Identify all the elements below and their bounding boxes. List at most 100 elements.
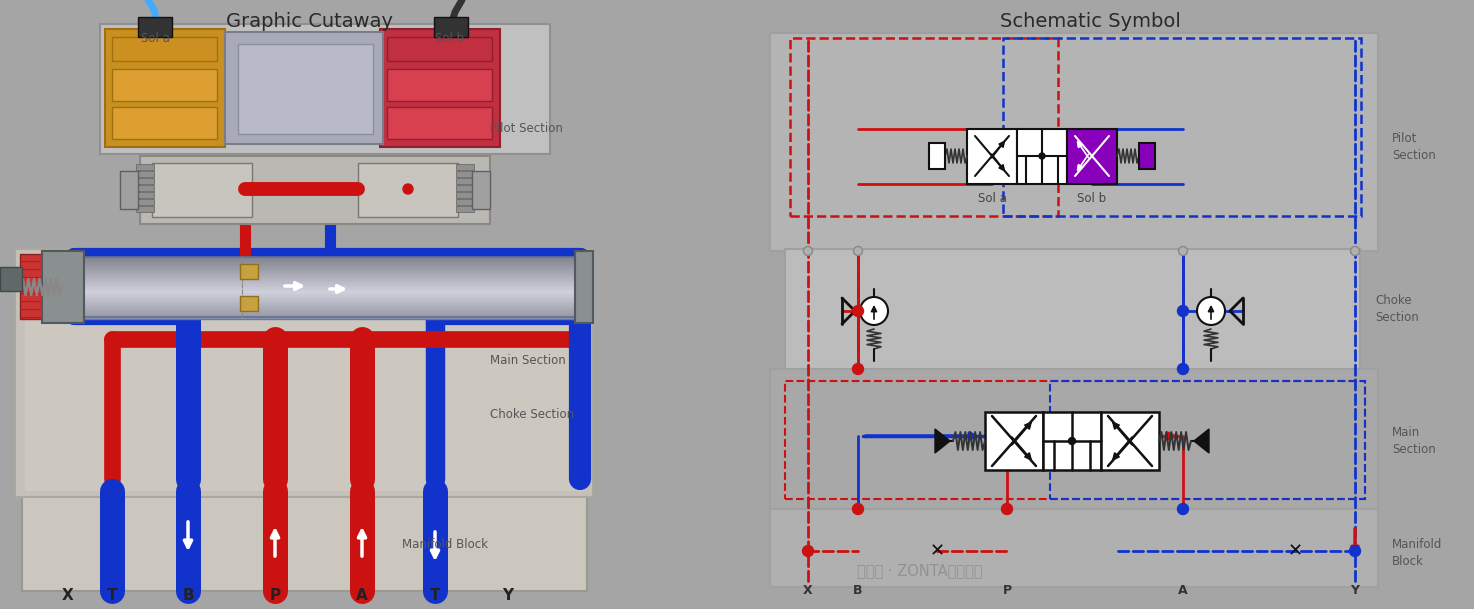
Bar: [112, 69, 217, 101]
Bar: [83, 273, 576, 275]
Circle shape: [859, 297, 887, 325]
Bar: [136, 171, 153, 177]
Bar: [769, 33, 1378, 251]
Bar: [112, 37, 217, 61]
Bar: [83, 257, 576, 259]
Bar: [83, 279, 576, 281]
Text: Manifold Block: Manifold Block: [402, 538, 488, 551]
Bar: [136, 192, 153, 198]
Circle shape: [1001, 504, 1013, 515]
Text: Pilot Section: Pilot Section: [489, 122, 563, 135]
Text: ✕: ✕: [1287, 542, 1303, 560]
Text: Sol b: Sol b: [435, 32, 464, 45]
Bar: [136, 185, 153, 191]
Bar: [83, 287, 576, 289]
Bar: [769, 509, 1378, 587]
Bar: [83, 257, 576, 317]
Bar: [1049, 381, 1365, 499]
Bar: [136, 206, 153, 212]
Bar: [136, 199, 153, 205]
Bar: [15, 249, 593, 497]
Bar: [455, 164, 475, 170]
Bar: [83, 295, 576, 297]
Bar: [112, 107, 217, 139]
Circle shape: [1178, 504, 1188, 515]
Bar: [83, 293, 576, 295]
Circle shape: [853, 247, 862, 256]
Bar: [136, 178, 153, 184]
Bar: [83, 275, 576, 277]
Bar: [83, 265, 576, 267]
Bar: [100, 24, 550, 154]
Bar: [358, 163, 458, 217]
Bar: [380, 29, 500, 147]
Bar: [83, 285, 576, 287]
Bar: [455, 171, 475, 177]
Bar: [41, 251, 84, 323]
Circle shape: [1179, 247, 1188, 256]
Bar: [83, 315, 576, 317]
Text: A: A: [1178, 584, 1188, 597]
Circle shape: [1350, 546, 1361, 557]
Bar: [119, 171, 139, 209]
Text: Manifold
Block: Manifold Block: [1391, 538, 1443, 568]
Bar: [83, 297, 576, 299]
Bar: [83, 271, 576, 273]
Bar: [0, 267, 22, 291]
Circle shape: [803, 247, 812, 256]
Circle shape: [1039, 153, 1045, 159]
Bar: [22, 491, 587, 591]
Bar: [83, 283, 576, 285]
Bar: [21, 254, 49, 319]
Text: Main
Section: Main Section: [1391, 426, 1436, 456]
Bar: [83, 281, 576, 283]
Text: Graphic Cutaway: Graphic Cutaway: [227, 12, 394, 31]
Bar: [83, 267, 576, 269]
Bar: [985, 412, 1044, 470]
Circle shape: [1179, 365, 1188, 373]
Text: X: X: [803, 584, 812, 597]
Text: P: P: [270, 588, 280, 603]
Bar: [83, 309, 576, 311]
Bar: [83, 299, 576, 301]
Text: Choke Section: Choke Section: [489, 407, 575, 420]
Bar: [929, 143, 945, 169]
Bar: [790, 38, 1058, 216]
Bar: [455, 192, 475, 198]
Text: Sol a: Sol a: [977, 192, 1007, 205]
Polygon shape: [1194, 429, 1209, 453]
Text: Y: Y: [503, 588, 513, 603]
Bar: [769, 369, 1378, 511]
Bar: [967, 128, 1017, 183]
Circle shape: [1178, 306, 1188, 317]
Bar: [1017, 128, 1067, 183]
Bar: [83, 291, 576, 293]
Bar: [136, 164, 153, 170]
Circle shape: [853, 365, 862, 373]
Bar: [83, 301, 576, 303]
Circle shape: [852, 306, 864, 317]
Text: Main Section: Main Section: [489, 354, 566, 367]
Circle shape: [1178, 364, 1188, 375]
Text: A: A: [357, 588, 368, 603]
Text: B: B: [183, 588, 193, 603]
Bar: [240, 264, 258, 279]
Circle shape: [402, 184, 413, 194]
Bar: [575, 251, 593, 323]
Bar: [1044, 412, 1101, 470]
Bar: [140, 156, 489, 224]
Bar: [1139, 143, 1156, 169]
Bar: [433, 17, 469, 37]
Bar: [388, 107, 492, 139]
Text: Schematic Symbol: Schematic Symbol: [999, 12, 1181, 31]
Text: T: T: [430, 588, 441, 603]
Bar: [455, 199, 475, 205]
Bar: [83, 305, 576, 307]
Text: 公众号 · ZONTA中泰机电: 公众号 · ZONTA中泰机电: [858, 563, 983, 579]
Bar: [1067, 128, 1117, 183]
Bar: [83, 311, 576, 313]
Text: Y: Y: [1350, 584, 1359, 597]
Circle shape: [1350, 247, 1359, 256]
Circle shape: [852, 504, 864, 515]
Bar: [83, 303, 576, 305]
